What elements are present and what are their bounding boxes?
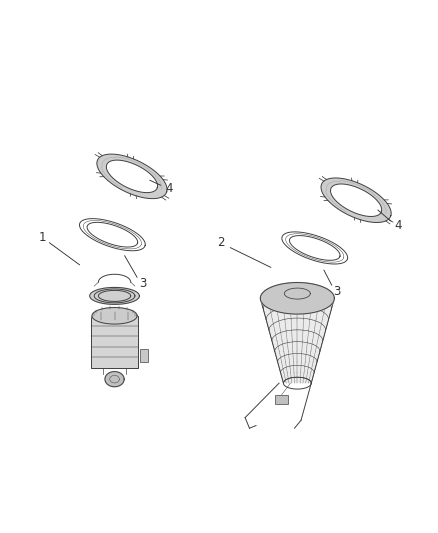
Polygon shape xyxy=(90,287,139,304)
Text: 1: 1 xyxy=(39,231,46,244)
Polygon shape xyxy=(321,178,391,222)
Text: 3: 3 xyxy=(333,286,340,298)
Text: 2: 2 xyxy=(217,236,225,249)
Polygon shape xyxy=(275,395,288,405)
Polygon shape xyxy=(260,298,334,383)
Polygon shape xyxy=(260,282,334,314)
Polygon shape xyxy=(97,154,167,199)
Text: 4: 4 xyxy=(165,182,173,195)
Polygon shape xyxy=(140,349,148,362)
Polygon shape xyxy=(92,308,137,324)
Polygon shape xyxy=(284,288,310,299)
Text: 4: 4 xyxy=(395,219,402,232)
Text: 3: 3 xyxy=(139,277,147,290)
Polygon shape xyxy=(105,372,124,387)
Polygon shape xyxy=(91,316,138,368)
